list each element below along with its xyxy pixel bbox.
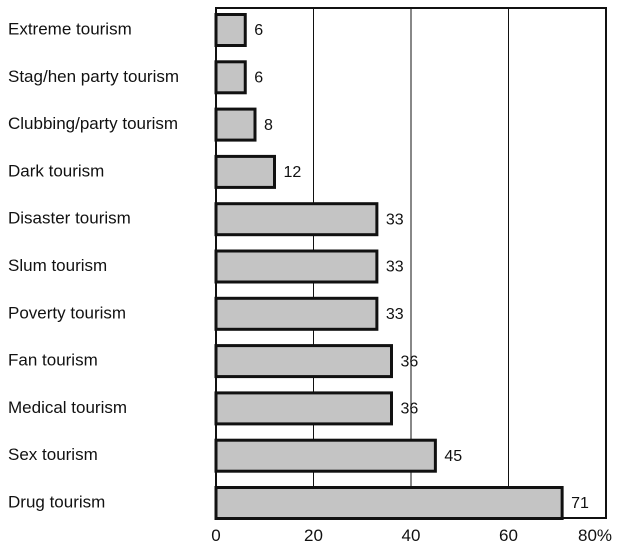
category-label: Disaster tourism: [8, 209, 131, 228]
bar-7: [214, 344, 393, 379]
bar-1: [214, 60, 247, 95]
value-label: 33: [386, 306, 404, 323]
category-label: Clubbing/party tourism: [8, 114, 178, 133]
x-tick-label: 20: [304, 526, 323, 545]
value-label: 6: [254, 70, 263, 87]
category-label: Slum tourism: [8, 256, 107, 275]
value-label: 33: [386, 211, 404, 228]
value-label: 12: [284, 164, 302, 181]
bar-2: [214, 107, 257, 142]
category-label: Drug tourism: [8, 492, 105, 511]
category-label: Dark tourism: [8, 161, 104, 180]
category-labels: Extreme tourism Stag/hen party tourism Clu…: [8, 19, 179, 511]
category-label: Sex tourism: [8, 445, 98, 464]
x-tick-label: 0: [211, 526, 220, 545]
value-label: 36: [401, 353, 419, 370]
value-label: 36: [401, 401, 419, 418]
bar-8: [214, 391, 393, 426]
category-label: Extreme tourism: [8, 19, 132, 38]
x-tick-label: 80%: [578, 526, 612, 545]
category-label: Poverty tourism: [8, 303, 126, 322]
value-label: 8: [264, 117, 273, 134]
bar-9: [214, 438, 437, 473]
bar-0: [214, 13, 247, 47]
bar-3: [214, 154, 276, 189]
category-label: Fan tourism: [8, 351, 98, 370]
x-axis-ticks: 0 20 40 60 80%: [211, 526, 612, 545]
value-labels: 6 6 8 12 33 33 33 36 36 45 71: [254, 22, 589, 512]
value-label: 6: [254, 22, 263, 39]
bar-6: [214, 296, 379, 331]
x-tick-label: 60: [499, 526, 518, 545]
category-label: Medical tourism: [8, 398, 127, 417]
bar-5: [214, 249, 379, 284]
bar-10: [214, 486, 564, 520]
value-label: 45: [444, 448, 462, 465]
bar-4: [214, 202, 379, 237]
value-label: 33: [386, 259, 404, 276]
plot-frame: [215, 7, 607, 519]
x-tick-label: 40: [402, 526, 421, 545]
value-label: 71: [571, 495, 589, 512]
category-label: Stag/hen party tourism: [8, 67, 179, 86]
